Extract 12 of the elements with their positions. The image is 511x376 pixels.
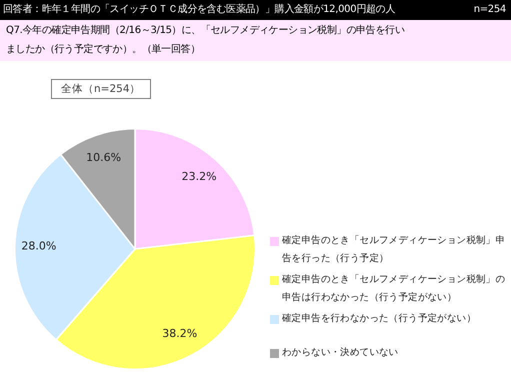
data-label: 23.2%	[182, 170, 217, 184]
legend-label: 確定申告を行わなかった（行う予定がない）	[282, 312, 476, 326]
chart-subtitle: Q7.今年の確定申告期間（2/16～3/15）に、「セルフメディケーション税制」の申告を行いましたか（行う予定ですか）。（単一回答）	[0, 20, 511, 61]
text: n=254	[474, 3, 506, 17]
data-label: 28.0%	[21, 239, 56, 252]
chart-title: 回答者：昨年１年間の「スイッチＯＴＣ成分を含む医薬品）」購入金額が12,000円超の人	[3, 2, 396, 17]
legend-label: わからない・決めていない	[282, 346, 398, 360]
legend-label: 確定申告のとき「セルフメディケーション税制」の申告は行わなかった（行う予定がない）	[282, 273, 506, 305]
data-label: 38.2%	[162, 327, 198, 340]
data-label: 10.6%	[86, 150, 122, 164]
legend-label: 確定申告のとき「セルフメディケーション税制」申告を行った（行う予定）	[282, 234, 506, 266]
text: 全体（n=254）	[51, 79, 150, 99]
